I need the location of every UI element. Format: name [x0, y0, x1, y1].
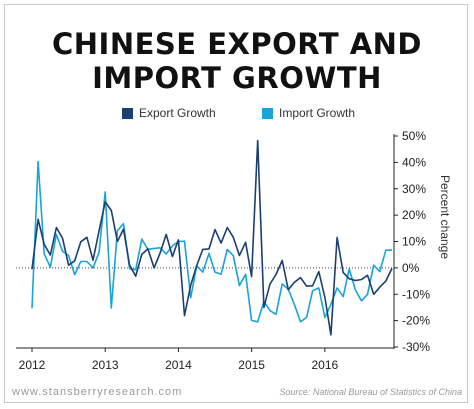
y-tick-label: -10%	[402, 287, 430, 301]
chart-title-line2: IMPORT GROWTH	[92, 61, 382, 95]
chart-title-line1: CHINESE EXPORT AND	[52, 27, 422, 61]
y-tick-label: 20%	[402, 208, 426, 222]
y-tick-label: 10%	[402, 235, 426, 249]
x-tick-label: 2012	[19, 358, 46, 372]
footer-site: www.stansberryresearch.com	[12, 386, 183, 398]
y-tick-label: 30%	[402, 182, 426, 196]
y-tick-label: -30%	[402, 340, 430, 354]
legend-label-import: Import Growth	[279, 106, 356, 120]
x-tick-label: 2014	[165, 358, 192, 372]
y-axis-title: Percent change	[438, 174, 452, 260]
legend-item-export: Export Growth	[122, 106, 216, 120]
chart-frame	[4, 4, 468, 403]
legend-label-export: Export Growth	[139, 106, 216, 120]
x-tick-label: 2013	[92, 358, 119, 372]
y-tick-label: 0%	[402, 261, 420, 275]
legend-swatch-import	[262, 107, 273, 119]
x-tick-label: 2015	[238, 358, 265, 372]
y-tick-label: -20%	[402, 314, 430, 328]
y-tick-label: 50%	[402, 129, 426, 143]
y-tick-label: 40%	[402, 155, 426, 169]
x-tick-label: 2016	[312, 358, 339, 372]
legend-swatch-export	[122, 107, 133, 119]
series-line-export	[31, 139, 393, 336]
footer-source: Source: National Bureau of Statistics of…	[279, 387, 462, 397]
legend-item-import: Import Growth	[262, 106, 355, 120]
series-line-import	[31, 160, 392, 323]
